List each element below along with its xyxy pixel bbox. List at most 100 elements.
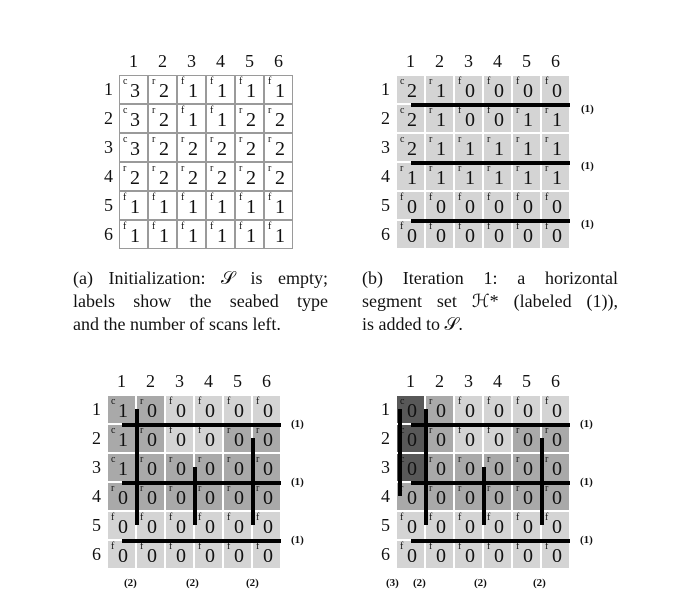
scans-left: 1 xyxy=(217,225,227,247)
row-number: 2 xyxy=(381,108,390,128)
seabed-type: f xyxy=(210,192,214,203)
scans-left: 0 xyxy=(494,458,504,480)
segment-set-label: (2) xyxy=(474,577,487,589)
caption-line: (b) Iteration 1: a horizontal xyxy=(362,268,618,288)
scans-left: 0 xyxy=(523,400,533,422)
seabed-type: f xyxy=(152,192,156,203)
scans-left: 0 xyxy=(205,429,215,451)
row-number: 6 xyxy=(104,224,113,244)
scans-left: 0 xyxy=(263,516,273,538)
caption-line: (a) Initialization: 𝒮 is empty; xyxy=(73,268,328,288)
seabed-type: r xyxy=(140,396,144,407)
seabed-type: f xyxy=(458,221,462,232)
row-number: 3 xyxy=(381,137,390,157)
column-number: 5 xyxy=(522,51,531,71)
seabed-type: r xyxy=(487,454,491,465)
seabed-type: r xyxy=(516,425,520,436)
segment-set-label: (2) xyxy=(246,577,259,589)
segment-set-label: (1) xyxy=(291,418,304,430)
scans-left: 0 xyxy=(436,400,446,422)
seabed-type: f xyxy=(123,192,127,203)
vertical-segment xyxy=(482,467,486,525)
scans-left: 0 xyxy=(234,400,244,422)
seabed-type: r xyxy=(268,134,272,145)
column-number: 3 xyxy=(175,371,184,391)
seabed-type: r xyxy=(516,454,520,465)
seabed-type: f xyxy=(487,221,491,232)
seabed-type: f xyxy=(429,221,433,232)
seabed-type: r xyxy=(239,105,243,116)
scans-left: 0 xyxy=(552,400,562,422)
seabed-type: r xyxy=(458,483,462,494)
seabed-type: f xyxy=(227,512,231,523)
seabed-type: f xyxy=(268,221,272,232)
scans-left: 1 xyxy=(217,196,227,218)
segment-set-label: (2) xyxy=(413,577,426,589)
segment-set-label: (3) xyxy=(386,577,399,589)
seabed-type: r xyxy=(169,454,173,465)
seabed-type: f xyxy=(152,221,156,232)
seabed-type: r xyxy=(458,134,462,145)
seabed-type: f xyxy=(400,512,404,523)
scans-left: 0 xyxy=(263,400,273,422)
seabed-type: c xyxy=(111,425,116,436)
scans-left: 1 xyxy=(118,458,128,480)
seabed-type: r xyxy=(429,454,433,465)
horizontal-segment xyxy=(411,539,570,543)
seabed-type: r xyxy=(429,425,433,436)
scans-left: 3 xyxy=(130,138,140,160)
seabed-type: c xyxy=(123,76,128,87)
column-number: 4 xyxy=(204,371,213,391)
horizontal-segment xyxy=(122,423,281,427)
vertical-segment xyxy=(135,409,139,525)
seabed-type: r xyxy=(268,105,272,116)
seabed-type: f xyxy=(487,512,491,523)
scans-left: 1 xyxy=(130,225,140,247)
seabed-type: r xyxy=(429,76,433,87)
scans-left: 2 xyxy=(275,109,285,131)
row-number: 2 xyxy=(381,428,390,448)
seabed-type: r xyxy=(152,134,156,145)
seabed-type: f xyxy=(227,396,231,407)
seabed-type: r xyxy=(268,163,272,174)
scans-left: 0 xyxy=(552,487,562,509)
segment-set-label: (1) xyxy=(581,160,594,172)
scans-left: 1 xyxy=(246,196,256,218)
seabed-type: r xyxy=(239,163,243,174)
scans-left: 0 xyxy=(263,545,273,567)
scans-left: 0 xyxy=(494,516,504,538)
seabed-type: f xyxy=(545,396,549,407)
scans-left: 0 xyxy=(205,400,215,422)
seabed-type: f xyxy=(256,512,260,523)
seabed-type: f xyxy=(227,541,231,552)
seabed-type: f xyxy=(429,192,433,203)
scans-left: 2 xyxy=(246,167,256,189)
scans-left: 1 xyxy=(159,225,169,247)
